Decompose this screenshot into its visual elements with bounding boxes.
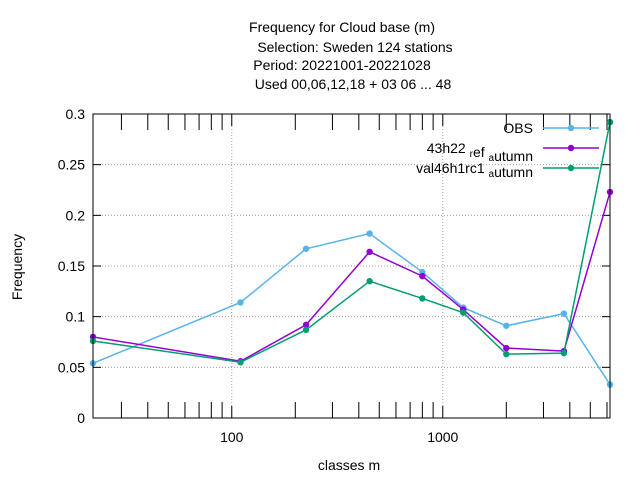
y-tick-label: 0.15 — [58, 258, 85, 274]
legend-label-part: 43h22 — [427, 140, 470, 156]
title-line-4: Used 00,06,12,18 + 03 06 ... 48 — [255, 76, 452, 92]
data-point — [419, 272, 426, 280]
data-point — [302, 321, 310, 328]
legend-label: val46h1rc1 autumn — [416, 160, 533, 180]
series-1 — [89, 230, 614, 388]
title-line-1: Frequency for Cloud base (m) — [249, 19, 435, 35]
data-point — [560, 349, 568, 357]
series-line — [92, 232, 611, 385]
y-tick-label: 0.3 — [66, 106, 86, 122]
plot-frame — [92, 113, 611, 419]
legend-label-part: utumn — [494, 164, 533, 180]
title-line-2: Selection: Sweden 124 stations — [257, 39, 452, 55]
legend-marker — [567, 124, 575, 132]
legend-label-part: a — [489, 153, 495, 164]
legend-label-part: OBS — [503, 120, 533, 136]
tick-labels: 0 0.05 0.1 0.15 0.2 0.25 0.3 100 1000 — [58, 106, 459, 445]
legend-label-part: a — [489, 169, 495, 180]
legend-label-part: utumn — [494, 148, 533, 164]
series-3 — [89, 118, 614, 366]
data-point — [302, 326, 310, 334]
y-tick-label: 0.05 — [58, 359, 85, 375]
y-axis-label: Frequency — [9, 234, 25, 300]
y-tick-label: 0 — [77, 410, 85, 426]
chart-title: Frequency for Cloud base (m) Selection: … — [249, 19, 453, 92]
data-point — [560, 310, 568, 317]
series — [89, 118, 614, 388]
legend-label-part: r — [470, 149, 474, 160]
y-tick-label: 0.2 — [66, 207, 86, 223]
grid — [93, 114, 610, 418]
data-point — [503, 344, 510, 352]
y-tick-label: 0.25 — [58, 157, 85, 173]
x-tick-label: 100 — [220, 429, 244, 445]
data-point — [460, 309, 467, 316]
data-point — [366, 230, 373, 237]
legend-marker — [567, 164, 575, 172]
data-point — [503, 322, 510, 329]
data-point — [503, 350, 510, 358]
legend-label-part: val46h1rc1 — [416, 160, 488, 176]
data-point — [366, 248, 373, 256]
axis-ticks — [93, 113, 610, 419]
legend-label: OBS — [503, 120, 533, 136]
x-tick-label: 1000 — [427, 429, 458, 445]
data-point — [419, 295, 426, 302]
data-point — [302, 245, 310, 252]
data-point — [366, 278, 373, 285]
data-point — [237, 299, 244, 306]
legend-label-part: ef — [473, 144, 489, 160]
data-point — [237, 359, 244, 366]
legend-marker — [567, 144, 575, 152]
series-line — [92, 191, 611, 363]
x-axis-label: classes m — [318, 457, 380, 473]
y-tick-label: 0.1 — [66, 309, 86, 325]
legend-label: 43h22 ref autumn — [427, 140, 533, 164]
title-line-3: Period: 20221001-20221028 — [253, 57, 431, 73]
